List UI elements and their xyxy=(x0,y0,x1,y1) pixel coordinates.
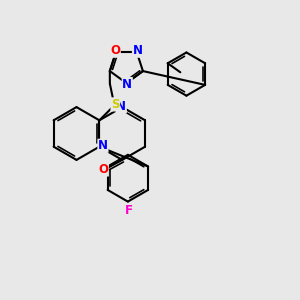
Text: F: F xyxy=(125,203,134,217)
Text: S: S xyxy=(111,98,119,111)
Text: O: O xyxy=(98,163,108,176)
Text: O: O xyxy=(110,44,120,57)
Text: N: N xyxy=(98,139,108,152)
Text: N: N xyxy=(122,77,132,91)
Text: N: N xyxy=(116,100,126,113)
Text: N: N xyxy=(133,44,142,57)
